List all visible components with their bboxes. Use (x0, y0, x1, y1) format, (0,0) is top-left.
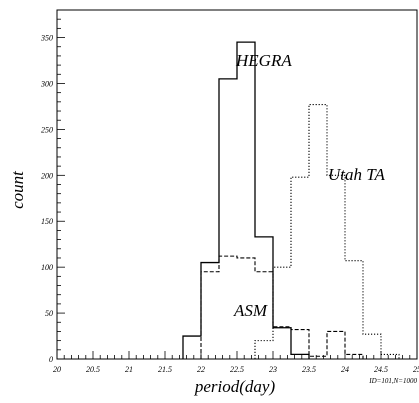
y-tick-label: 50 (45, 309, 53, 318)
y-tick-label: 150 (41, 217, 53, 226)
x-tick-label: 24 (341, 365, 349, 374)
y-tick-label: 350 (40, 34, 53, 43)
x-axis-title: period(day) (194, 377, 276, 396)
series-label-hegra: HEGRA (235, 51, 292, 70)
x-tick-label: 23 (269, 365, 277, 374)
y-tick-label: 300 (40, 79, 53, 88)
x-tick-label: 22 (197, 365, 205, 374)
x-tick-label: 21 (125, 365, 133, 374)
series-utah-ta-outline (254, 104, 400, 359)
axis-ticks: 2020.52121.52222.52323.52424.52505010015… (40, 9, 419, 374)
x-tick-label: 22.5 (230, 365, 244, 374)
x-tick-label: 23.5 (302, 365, 316, 374)
series-label-utah-ta: Utah TA (328, 165, 385, 184)
x-tick-label: 20 (53, 365, 61, 374)
series-asm-outline (200, 255, 364, 359)
y-axis-title: count (8, 170, 27, 209)
series-hegra-outline (182, 41, 310, 359)
x-tick-label: 20.5 (86, 365, 100, 374)
y-tick-label: 0 (49, 355, 53, 364)
y-tick-label: 200 (41, 171, 53, 180)
y-tick-label: 250 (41, 125, 53, 134)
x-tick-label: 25 (413, 365, 419, 374)
y-tick-label: 100 (41, 263, 53, 272)
stat-annotation: ID=101,N=1000 (368, 377, 417, 385)
x-tick-label: 21.5 (158, 365, 172, 374)
series-label-asm: ASM (233, 301, 268, 320)
axis-labels: period(day) count HEGRA ASM Utah TA ID=1… (8, 51, 417, 396)
histogram-series (182, 41, 400, 359)
x-tick-label: 24.5 (374, 365, 388, 374)
